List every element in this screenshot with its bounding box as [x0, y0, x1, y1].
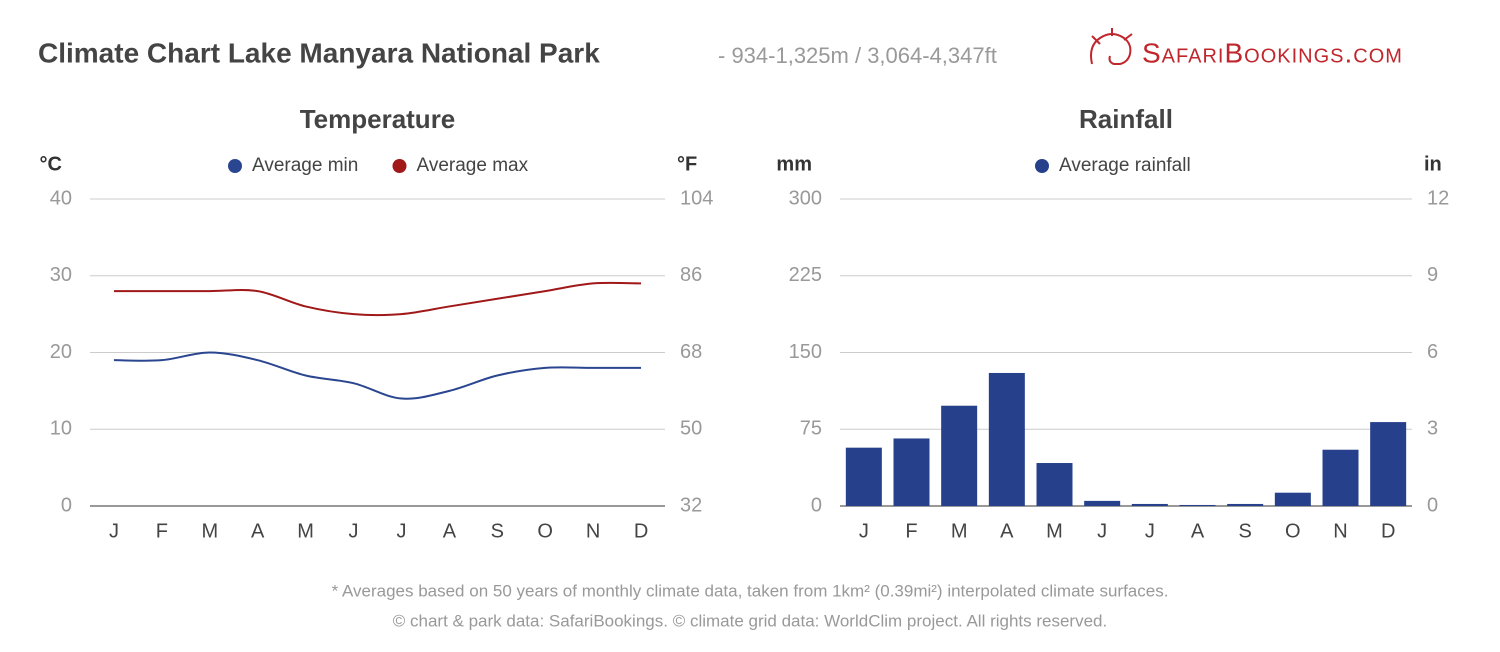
y2-tick-label: 0: [1427, 494, 1438, 516]
x-tick-label: A: [443, 520, 457, 542]
bar: [1084, 500, 1121, 506]
bar: [845, 447, 882, 506]
y2-axis-label: °F: [677, 153, 697, 175]
y2-tick-label: 86: [680, 264, 702, 286]
legend-marker: [392, 159, 407, 173]
line-series: [113, 281, 642, 317]
bar: [893, 438, 930, 506]
bar: [1274, 492, 1311, 506]
y2-tick-label: 3: [1427, 418, 1438, 440]
page-title: Climate Chart Lake Manyara National Park: [38, 37, 600, 68]
footer-credits: © chart & park data: SafariBookings. © c…: [393, 611, 1107, 630]
x-tick-label: J: [1145, 520, 1155, 542]
footer-note: * Averages based on 50 years of monthly …: [332, 581, 1169, 600]
x-tick-label: A: [1000, 520, 1014, 542]
y-tick-label: 75: [800, 418, 822, 440]
bar: [1179, 504, 1216, 506]
x-tick-label: O: [1285, 520, 1301, 542]
y-axis-label: °C: [40, 153, 62, 175]
y2-tick-label: 6: [1427, 341, 1438, 363]
y-tick-label: 20: [50, 341, 72, 363]
x-tick-label: D: [634, 520, 648, 542]
x-tick-label: N: [1333, 520, 1347, 542]
bar: [941, 405, 978, 506]
y2-tick-label: 104: [680, 187, 713, 209]
y-tick-label: 150: [789, 341, 822, 363]
x-tick-label: S: [491, 520, 504, 542]
y2-tick-label: 32: [680, 494, 702, 516]
chart-title: Temperature: [300, 104, 456, 134]
bar: [1322, 449, 1359, 506]
y-tick-label: 0: [811, 494, 822, 516]
x-tick-label: J: [349, 520, 359, 542]
bar: [1370, 422, 1407, 506]
chart-title: Rainfall: [1079, 104, 1173, 134]
y2-tick-label: 9: [1427, 264, 1438, 286]
x-tick-label: J: [396, 520, 406, 542]
y-tick-label: 0: [61, 494, 72, 516]
y-tick-label: 10: [50, 418, 72, 440]
legend-label: Average min: [252, 155, 358, 176]
x-tick-label: S: [1238, 520, 1251, 542]
x-tick-label: N: [586, 520, 600, 542]
logo-icon: [1090, 28, 1133, 65]
y-tick-label: 225: [789, 264, 822, 286]
legend-marker: [228, 159, 242, 173]
y2-tick-label: 50: [680, 418, 702, 440]
x-tick-label: M: [201, 520, 218, 542]
x-tick-label: M: [1046, 520, 1063, 542]
bar: [988, 372, 1025, 506]
bar: [1227, 503, 1264, 506]
x-tick-label: J: [1097, 520, 1107, 542]
page-subtitle: - 934-1,325m / 3,064-4,347ft: [718, 43, 997, 68]
x-tick-label: A: [1191, 520, 1205, 542]
x-tick-label: D: [1381, 520, 1395, 542]
y-tick-label: 30: [50, 264, 72, 286]
y2-tick-label: 68: [680, 341, 702, 363]
legend-label: Average rainfall: [1059, 155, 1191, 176]
x-tick-label: F: [156, 520, 168, 542]
bar: [1131, 503, 1168, 506]
y-axis-label: mm: [776, 153, 812, 175]
bar: [1036, 463, 1073, 506]
x-tick-label: J: [109, 520, 119, 542]
y-tick-label: 40: [50, 187, 72, 209]
y-tick-label: 300: [789, 187, 822, 209]
x-tick-label: J: [859, 520, 869, 542]
logo: SafariBookings.com: [1142, 37, 1403, 68]
legend-marker: [1035, 159, 1049, 173]
x-tick-label: O: [537, 520, 553, 542]
y2-tick-label: 12: [1427, 187, 1449, 209]
x-tick-label: M: [297, 520, 314, 542]
line-series: [113, 351, 642, 400]
x-tick-label: A: [251, 520, 265, 542]
x-tick-label: F: [905, 520, 917, 542]
y2-axis-label: in: [1424, 153, 1442, 175]
x-tick-label: M: [951, 520, 968, 542]
legend-label: Average max: [417, 155, 529, 176]
